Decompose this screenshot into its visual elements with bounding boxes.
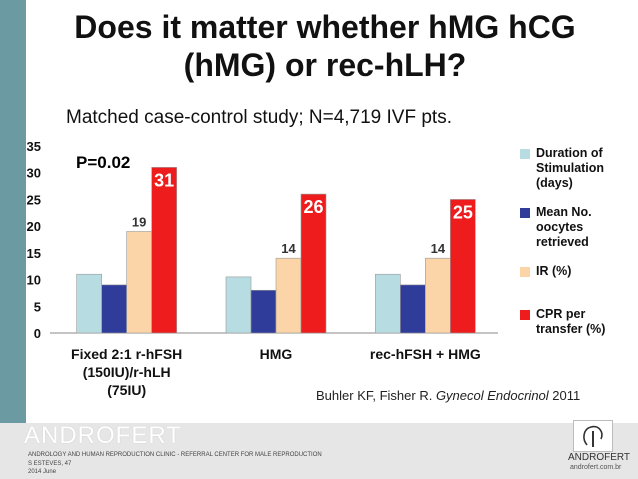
- data-label: 26: [303, 197, 323, 217]
- legend-item: IR (%): [520, 264, 635, 279]
- bar-3-1: [126, 231, 152, 334]
- slide-subtitle: Matched case-control study; N=4,719 IVF …: [66, 107, 452, 128]
- legend-label: oocytes: [536, 220, 584, 234]
- bar-3-2: [275, 257, 302, 334]
- category-label: (75IU): [107, 382, 146, 398]
- y-tick-label: 5: [34, 299, 41, 314]
- y-tick-label: 0: [34, 326, 41, 341]
- category-label: rec-hFSH + HMG: [370, 346, 481, 362]
- legend-label: Stimulation: [536, 161, 605, 175]
- data-label: 31: [154, 170, 174, 190]
- slide-title: Does it matter whether hMG hCG (hMG) or …: [74, 9, 576, 83]
- bar-3-3: [425, 257, 451, 334]
- y-tick-label: 15: [27, 246, 41, 261]
- category-label: HMG: [260, 346, 293, 362]
- legend-item: CPR per transfer (%): [520, 307, 635, 337]
- data-label: 19: [132, 214, 146, 229]
- clinic-logo: [573, 420, 613, 452]
- bar-4-1: [151, 167, 177, 334]
- data-label: 14: [281, 241, 296, 256]
- legend-label: Duration of: [536, 146, 603, 160]
- legend-label: IR (%): [536, 264, 572, 278]
- bar-2-1: [101, 284, 127, 334]
- legend-label: Mean No.: [536, 205, 592, 219]
- bar-4-2: [300, 193, 327, 334]
- legend-label: CPR per: [536, 307, 586, 321]
- footer-line-2: S ESTEVES, 47: [28, 461, 72, 467]
- y-tick-label: 30: [27, 166, 41, 181]
- citation-authors: Buhler KF, Fisher R.: [316, 388, 436, 403]
- citation: Buhler KF, Fisher R. Gynecol Endocrinol …: [316, 388, 580, 403]
- citation-year: 2011: [548, 388, 581, 403]
- logo-url: androfert.com.br: [570, 464, 622, 471]
- footer-line-3: 2014 June: [28, 469, 57, 475]
- data-label: 25: [453, 202, 473, 222]
- legend-swatch: [520, 149, 530, 159]
- legend-label: retrieved: [536, 235, 589, 249]
- bar-1-2: [225, 276, 252, 334]
- bar-chart: 0 5 10 15 20 25 30 35 19 31 Fixed 2:1 r-hFSH (150IU…: [27, 139, 498, 398]
- legend-item: Mean No. oocytes retrieved: [520, 205, 635, 250]
- legend-label: transfer (%): [536, 322, 606, 336]
- y-tick-label: 20: [27, 219, 41, 234]
- footer-band: [0, 423, 638, 479]
- footer-brand: ANDROFERT: [24, 422, 182, 449]
- legend-swatch: [520, 310, 530, 320]
- citation-journal: Gynecol Endocrinol: [435, 388, 549, 403]
- legend-swatch: [520, 208, 530, 218]
- bar-1-1: [76, 273, 102, 334]
- p-value-annotation: P=0.02: [76, 153, 131, 172]
- bar-1-3: [375, 273, 401, 334]
- y-tick-label: 35: [27, 139, 41, 154]
- y-tick-label: 25: [27, 192, 41, 207]
- logo-brand: ANDROFERT: [568, 452, 631, 463]
- bar-4-3: [450, 199, 476, 334]
- y-tick-label: 10: [27, 273, 41, 288]
- chart-legend: Duration of Stimulation (days) Mean No. oocy…: [520, 146, 635, 337]
- category-label: (150IU)/r-hLH: [83, 364, 171, 380]
- category-label: Fixed 2:1 r-hFSH: [71, 346, 182, 362]
- left-accent-bar: [0, 0, 26, 423]
- legend-item: Duration of Stimulation (days): [520, 146, 635, 191]
- footer-line-1: ANDROLOGY AND HUMAN REPRODUCTION CLINIC …: [28, 452, 322, 458]
- bar-2-2: [250, 289, 277, 334]
- clinic-logo-icon: [583, 425, 603, 447]
- data-label: 14: [431, 241, 446, 256]
- legend-label: (days): [536, 176, 573, 190]
- bar-2-3: [400, 284, 426, 334]
- legend-swatch: [520, 267, 530, 277]
